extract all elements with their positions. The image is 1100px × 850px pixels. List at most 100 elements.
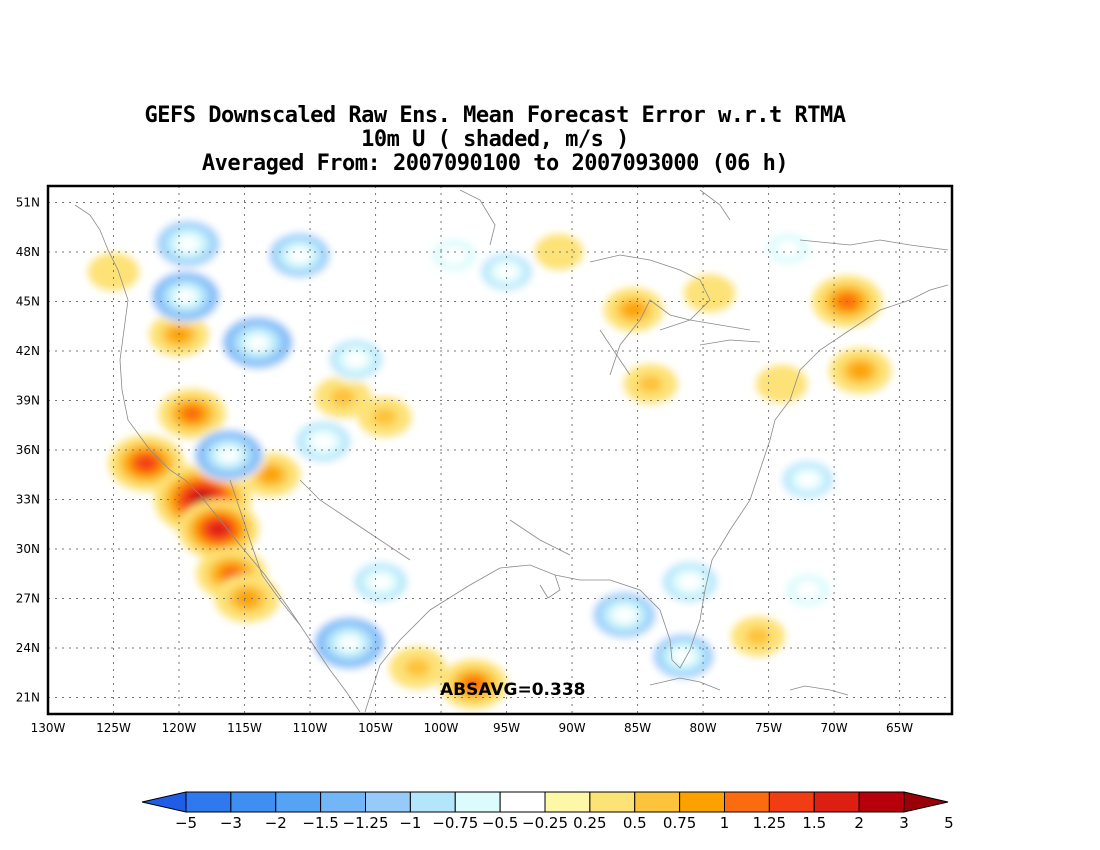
field-contour bbox=[312, 433, 335, 450]
field-contour bbox=[405, 658, 430, 677]
colorbar-tick-label: 1.5 bbox=[802, 814, 826, 832]
colorbar-swatch bbox=[230, 791, 277, 813]
colorbar-swatch bbox=[813, 791, 860, 813]
lat-label: 39N bbox=[16, 394, 40, 408]
colorbar-swatch bbox=[679, 791, 725, 813]
field-contour bbox=[219, 448, 238, 462]
lat-label: 21N bbox=[16, 691, 40, 705]
field-contour bbox=[209, 522, 228, 536]
lon-label: 80W bbox=[690, 721, 717, 735]
field-contour bbox=[260, 467, 282, 483]
field-contour bbox=[776, 240, 801, 258]
lon-label: 75W bbox=[755, 721, 782, 735]
colorbar-tick-label: 1.25 bbox=[753, 814, 786, 832]
title-line-3: Averaged From: 2007090100 to 2007093000 … bbox=[201, 151, 789, 176]
lon-label: 115W bbox=[227, 721, 262, 735]
colorbar-tick-label: 5 bbox=[944, 814, 954, 832]
colorbar-tick-label: −1 bbox=[399, 814, 421, 832]
field-contour bbox=[330, 388, 356, 407]
latitude-labels: 21N 24N 27N 30N 33N 36N 39N 42N 45N 48N 51N bbox=[16, 196, 40, 705]
colorbar-swatch bbox=[724, 791, 770, 813]
lat-label: 33N bbox=[16, 493, 40, 507]
field-contour bbox=[182, 406, 202, 421]
field-contour bbox=[340, 636, 359, 650]
field-contour bbox=[849, 363, 872, 379]
colorbar-tick-label: −0.5 bbox=[482, 814, 518, 832]
field-contour bbox=[517, 554, 548, 577]
lat-label: 27N bbox=[16, 592, 40, 606]
colorbar-swatch bbox=[768, 791, 815, 813]
colorbar-tick-label: 0.5 bbox=[623, 814, 647, 832]
title-line-2: 10m U ( shaded, m/s ) bbox=[361, 127, 629, 152]
field-contour bbox=[178, 236, 199, 251]
colorbar-swatch bbox=[409, 791, 456, 813]
colorbar-swatch bbox=[858, 791, 905, 813]
colorbar-tick-label: −1.25 bbox=[343, 814, 389, 832]
lat-label: 36N bbox=[16, 443, 40, 457]
longitude-labels: 130W 125W 120W 115W 110W 105W 100W 95W 90W 85W 80W… bbox=[31, 721, 914, 735]
absavg-label: ABSAVG=0.338 bbox=[440, 680, 586, 700]
coastline bbox=[74, 189, 949, 713]
colorbar-tick-label: 2 bbox=[854, 814, 864, 832]
lon-label: 110W bbox=[293, 721, 328, 735]
field-contour bbox=[236, 590, 259, 607]
colorbar-high-arrow bbox=[903, 791, 949, 813]
colorbar-tick-label: −2 bbox=[265, 814, 287, 832]
shaded-field bbox=[87, 217, 892, 710]
lat-label: 48N bbox=[16, 245, 40, 259]
field-contour bbox=[464, 677, 484, 692]
field-contour bbox=[795, 581, 821, 600]
field-contour bbox=[176, 290, 195, 304]
colorbar-tick-label: 0.75 bbox=[663, 814, 696, 832]
lon-label: 90W bbox=[558, 721, 585, 735]
lon-label: 120W bbox=[162, 721, 197, 735]
lat-label: 24N bbox=[16, 641, 40, 655]
colorbar-swatch bbox=[454, 791, 501, 813]
lat-label: 45N bbox=[16, 295, 40, 309]
field-contour bbox=[678, 574, 702, 590]
field-contour bbox=[746, 627, 771, 646]
field-contour bbox=[623, 302, 645, 318]
field-contour bbox=[345, 351, 367, 367]
lat-label: 30N bbox=[16, 542, 40, 556]
lon-label: 65W bbox=[886, 721, 913, 735]
field-contour bbox=[370, 574, 392, 590]
field-contour bbox=[289, 248, 310, 263]
field-contour bbox=[441, 246, 467, 265]
colorbar-swatch bbox=[499, 791, 546, 813]
title-line-1: GEFS Downscaled Raw Ens. Mean Forecast E… bbox=[144, 103, 846, 128]
colorbar-tick-label: −5 bbox=[175, 814, 197, 832]
lon-label: 85W bbox=[624, 721, 651, 735]
field-contour bbox=[550, 397, 581, 420]
field-contour bbox=[765, 372, 798, 396]
lat-label: 42N bbox=[16, 344, 40, 358]
colorbar-low-arrow bbox=[141, 791, 187, 813]
field-contour bbox=[614, 607, 635, 623]
lat-label: 51N bbox=[16, 196, 40, 210]
colorbar: −5 −3 −2 −1.5 −1.25 −1 −0.75 −0.5 −0.25 0.25 0.5 0.… bbox=[141, 791, 954, 832]
colorbar-tick-label: −0.75 bbox=[432, 814, 478, 832]
lon-label: 100W bbox=[424, 721, 459, 735]
colorbar-swatch bbox=[320, 791, 366, 813]
field-contour bbox=[372, 408, 397, 426]
colorbar-swatch bbox=[589, 791, 636, 813]
field-contour bbox=[797, 472, 819, 488]
colorbar-tick-label: −3 bbox=[220, 814, 242, 832]
lon-label: 105W bbox=[358, 721, 393, 735]
lon-label: 95W bbox=[493, 721, 520, 735]
colorbar-swatch bbox=[544, 791, 591, 813]
colorbar-tick-label: 3 bbox=[899, 814, 909, 832]
colorbar-tick-label: 0.25 bbox=[573, 814, 606, 832]
map-frame bbox=[46, 184, 954, 716]
field-contour bbox=[248, 336, 267, 350]
colorbar-tick-label: 1 bbox=[720, 814, 730, 832]
colorbar-swatch bbox=[185, 791, 232, 813]
lon-label: 130W bbox=[31, 721, 66, 735]
colorbar-tick-label: −0.25 bbox=[522, 814, 568, 832]
field-contour bbox=[136, 456, 156, 470]
lon-label: 125W bbox=[96, 721, 131, 735]
colorbar-swatch bbox=[365, 791, 411, 813]
field-contour bbox=[638, 375, 663, 393]
field-contour bbox=[543, 241, 575, 263]
